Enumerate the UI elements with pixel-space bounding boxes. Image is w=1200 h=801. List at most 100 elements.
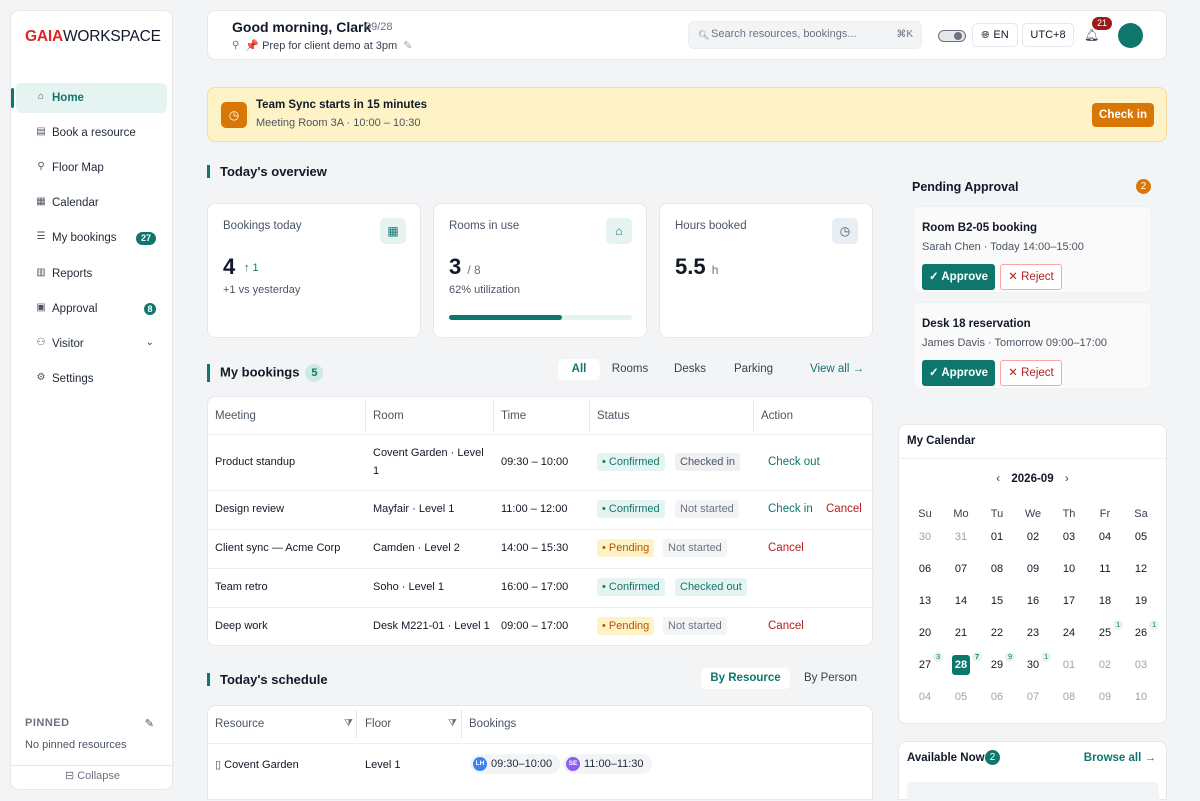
calendar-day[interactable]: 02 bbox=[1026, 531, 1040, 543]
calendar-day[interactable]: 24 bbox=[1062, 627, 1076, 639]
edit-status-icon[interactable]: ✎ bbox=[403, 40, 413, 52]
check-out-link[interactable]: Check out bbox=[768, 456, 820, 468]
sidebar-item-my-bookings[interactable]: ☰ My bookings 27 bbox=[11, 223, 174, 253]
calendar-day[interactable]: 15 bbox=[990, 595, 1004, 607]
sidebar-item-calendar[interactable]: ▦ Calendar bbox=[11, 188, 174, 218]
calendar-day[interactable]: 25 1 bbox=[1087, 620, 1124, 649]
collapse-button[interactable]: ⊟ Collapse bbox=[64, 770, 121, 782]
booking-chip[interactable]: LH 09:30–10:00 bbox=[470, 754, 561, 774]
tab-parking[interactable]: Parking bbox=[734, 363, 773, 375]
sidebar-item-settings[interactable]: ⚙ Settings bbox=[11, 364, 174, 394]
table-row[interactable]: Product standup Covent Garden · Level 1 … bbox=[208, 434, 874, 490]
table-row[interactable]: ▯ Covent Garden Level 1 bbox=[208, 743, 874, 801]
edit-pinned-icon[interactable]: ✎ bbox=[144, 718, 154, 730]
calendar-day[interactable]: 04 bbox=[1098, 531, 1112, 543]
cancel-link[interactable]: Cancel bbox=[826, 503, 862, 515]
approve-button[interactable]: ✓ Approve bbox=[922, 360, 995, 386]
calendar-day[interactable]: 18 bbox=[1098, 595, 1112, 607]
booking-chip[interactable]: SE 11:00–11:30 bbox=[563, 754, 652, 774]
table-row[interactable]: Deep work Desk M221-01 · Level 1 09:00 –… bbox=[208, 607, 874, 646]
calendar-day[interactable]: 11 bbox=[1099, 563, 1111, 575]
calendar-day[interactable]: 16 bbox=[1026, 595, 1040, 607]
user-avatar[interactable] bbox=[1118, 23, 1143, 48]
search-input[interactable] bbox=[711, 28, 881, 40]
calendar-day[interactable]: 17 bbox=[1062, 595, 1076, 607]
sidebar-item-reports[interactable]: ▥ Reports bbox=[11, 259, 174, 289]
calendar-day[interactable]: 31 bbox=[954, 531, 968, 543]
calendar-day[interactable]: 20 bbox=[918, 627, 932, 639]
sidebar-item-floor-map[interactable]: ⚲ Floor Map bbox=[11, 153, 174, 183]
tab-desks[interactable]: Desks bbox=[674, 363, 706, 375]
browse-all-link[interactable]: Browse all → bbox=[1083, 752, 1156, 764]
calendar-day[interactable]: 10 bbox=[1134, 691, 1148, 703]
search-box[interactable]: 🔍︎ ⌘K bbox=[688, 21, 922, 49]
calendar-day[interactable]: 14 bbox=[954, 595, 968, 607]
chevron-down-icon[interactable]: ⌄ bbox=[145, 337, 154, 348]
calendar-day[interactable]: 06 bbox=[990, 691, 1004, 703]
calendar-day[interactable]: 27 3 bbox=[907, 652, 944, 681]
table-row[interactable]: Client sync — Acme Corp Camden · Level 2… bbox=[208, 529, 874, 568]
view-all-bookings-link[interactable]: View all → bbox=[810, 363, 865, 375]
tab-by-person[interactable]: By Person bbox=[803, 672, 858, 684]
calendar-day[interactable]: 02 bbox=[1098, 659, 1112, 671]
table-row[interactable]: Design review Mayfair · Level 1 11:00 – … bbox=[208, 490, 874, 529]
calendar-day[interactable]: 09 bbox=[1026, 563, 1040, 575]
calendar-day[interactable]: 04 bbox=[918, 691, 932, 703]
bookings-tabs: All Rooms Desks Parking bbox=[556, 357, 789, 382]
prev-month-icon[interactable]: ‹ bbox=[996, 473, 1001, 485]
reject-button[interactable]: ✕ Reject bbox=[1000, 360, 1062, 386]
calendar-day[interactable]: 09 bbox=[1098, 691, 1112, 703]
calendar-day[interactable]: 23 bbox=[1026, 627, 1040, 639]
calendar-day[interactable]: 03 bbox=[1062, 531, 1076, 543]
visitor-icon: ⚇ bbox=[36, 337, 46, 348]
table-row[interactable]: Team retro Soho · Level 1 16:00 – 17:00 … bbox=[208, 568, 874, 607]
approve-button[interactable]: ✓ Approve bbox=[922, 264, 995, 290]
calendar-day[interactable]: 12 bbox=[1134, 563, 1148, 575]
tab-rooms[interactable]: Rooms bbox=[611, 363, 649, 375]
calendar-day[interactable]: 08 bbox=[990, 563, 1004, 575]
brand-logo[interactable]: GAIAWORKSPACE bbox=[25, 28, 161, 45]
calendar-day[interactable]: 01 bbox=[990, 531, 1004, 543]
next-month-icon[interactable]: › bbox=[1064, 473, 1069, 485]
stat-subtext: +1 vs yesterday bbox=[223, 284, 301, 296]
calendar-day[interactable]: 13 bbox=[918, 595, 932, 607]
approval-subtitle: James Davis · Tomorrow 09:00–17:00 bbox=[922, 337, 1108, 349]
calendar-day[interactable]: 29 9 bbox=[979, 652, 1016, 681]
cancel-link[interactable]: Cancel bbox=[768, 620, 804, 632]
calendar-day[interactable]: 19 bbox=[1134, 595, 1148, 607]
checkin-state-badge: Checked out bbox=[675, 578, 747, 596]
filter-icon[interactable]: ⧩ bbox=[344, 718, 353, 729]
calendar-day[interactable]: 07 bbox=[1026, 691, 1040, 703]
calendar-day[interactable]: 05 bbox=[1134, 531, 1148, 543]
cancel-link[interactable]: Cancel bbox=[768, 542, 804, 554]
calendar-day[interactable]: 03 bbox=[1134, 659, 1148, 671]
calendar-day[interactable]: 06 bbox=[918, 563, 932, 575]
calendar-day[interactable]: 21 bbox=[954, 627, 968, 639]
count-badge: 27 bbox=[135, 232, 156, 245]
sidebar-item-approval[interactable]: ▣ Approval 8 bbox=[11, 294, 174, 324]
bell-icon[interactable]: 🔔︎ bbox=[1084, 28, 1100, 42]
sidebar-item-book-a-resource[interactable]: ▤ Book a resource bbox=[11, 118, 174, 148]
tab-all[interactable]: All bbox=[558, 359, 600, 380]
sidebar-item-home[interactable]: ⌂ Home bbox=[11, 83, 167, 113]
check-in-link[interactable]: Check in bbox=[768, 503, 813, 515]
calendar-day[interactable]: 26 1 bbox=[1123, 620, 1160, 649]
calendar-day[interactable]: 28 7 bbox=[943, 652, 983, 681]
calendar-day[interactable]: 08 bbox=[1062, 691, 1076, 703]
alert-check-in-button[interactable]: Check in bbox=[1092, 103, 1154, 127]
timezone-button[interactable]: UTC+8 bbox=[1022, 23, 1074, 47]
calendar-day[interactable]: 30 1 bbox=[1015, 652, 1052, 681]
filter-icon[interactable]: ⧩ bbox=[448, 718, 457, 729]
theme-toggle[interactable] bbox=[938, 30, 966, 42]
sidebar-item-visitor[interactable]: ⚇ Visitor ⌄ bbox=[11, 329, 174, 359]
calendar-day[interactable]: 22 bbox=[990, 627, 1004, 639]
language-button[interactable]: 🌐︎ EN bbox=[972, 23, 1018, 47]
reject-button[interactable]: ✕ Reject bbox=[1000, 264, 1062, 290]
calendar-day[interactable]: 30 bbox=[918, 531, 932, 543]
tab-by-resource[interactable]: By Resource bbox=[701, 668, 790, 689]
calendar-day[interactable]: 05 bbox=[954, 691, 968, 703]
calendar-day[interactable]: 01 bbox=[1062, 659, 1076, 671]
calendar-day[interactable]: 10 bbox=[1062, 563, 1076, 575]
calendar-day[interactable]: 07 bbox=[954, 563, 968, 575]
calendar-icon: ▦ bbox=[36, 196, 46, 207]
